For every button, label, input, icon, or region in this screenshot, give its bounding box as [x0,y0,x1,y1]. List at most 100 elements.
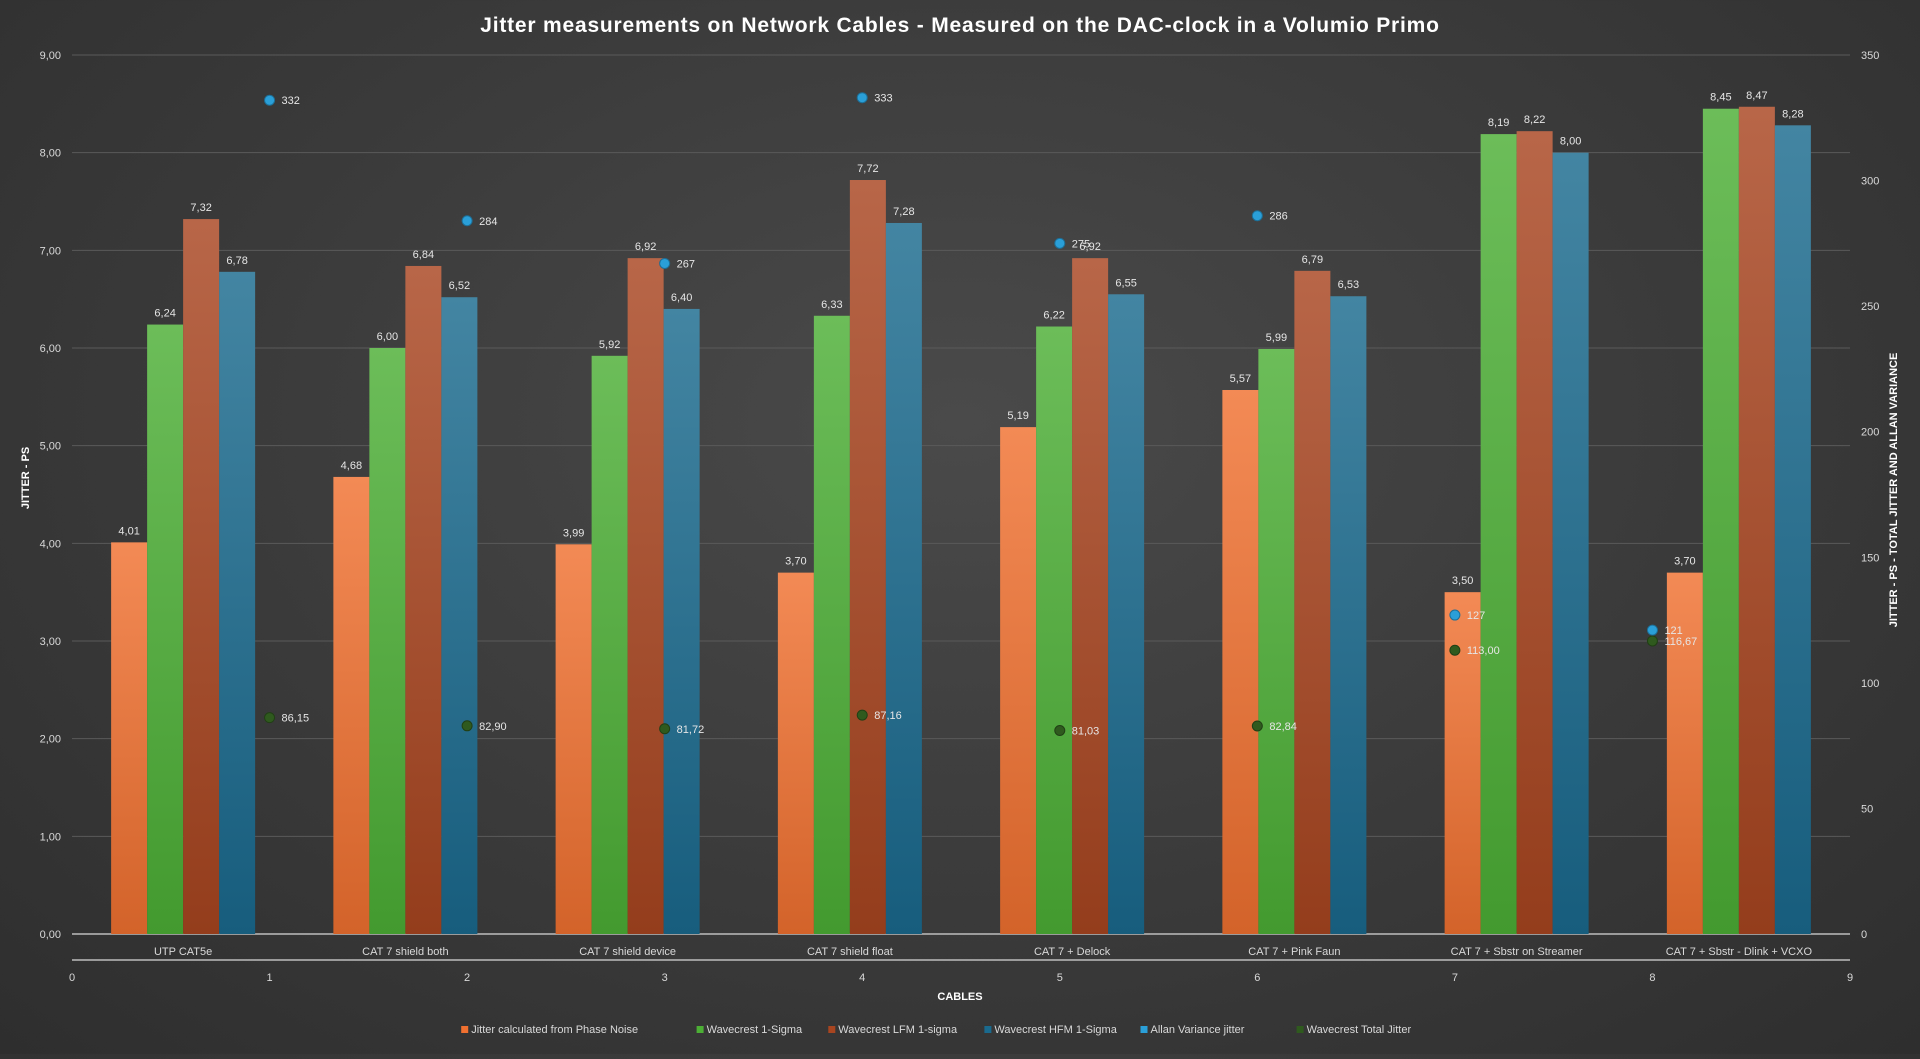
scatter-point [1646,624,1658,636]
bar-data-label: 7,28 [893,206,914,218]
bar-data-label: 5,99 [1266,332,1287,344]
scatter-point [856,92,868,104]
secondary-y-axis-label: JITTER - PS - TOTAL JITTER AND ALLAN VAR… [1888,353,1900,628]
legend-label: Jitter calculated from Phase Noise [471,1024,638,1036]
bar-data-label: 6,92 [1079,241,1100,253]
bar-data-label: 8,28 [1782,108,1803,120]
point-data-label: 81,03 [1072,725,1100,737]
bar-data-label: 6,84 [413,249,434,261]
y-tick-label: 4,00 [40,538,61,550]
bar-data-label: 6,53 [1338,279,1359,291]
bar-data-label: 3,70 [1674,556,1695,568]
scatter-point [856,709,868,721]
legend-label: Wavecrest 1-Sigma [707,1024,803,1036]
scatter-point [1251,720,1263,732]
bar-data-label: 3,50 [1452,575,1473,587]
data-labels: 4,01 4,68 3,99 3,70 5,19 5,57 3,50 3,70 6,24 6,00… [118,90,1803,738]
point-data-label: 82,90 [479,721,507,733]
legend-swatch [828,1026,836,1033]
bar-data-label: 4,68 [341,460,362,472]
point-data-label: 113,00 [1467,645,1500,657]
bar [627,258,664,934]
bar [405,265,442,935]
category-label: CAT 7 shield float [807,946,893,958]
bar-data-label: 6,55 [1115,277,1136,289]
y2-tick-label: 0 [1861,929,1867,941]
point-data-label: 86,15 [282,713,310,725]
y2-tick-label: 250 [1861,301,1879,313]
bar [1666,572,1703,934]
scatter-points [264,92,1658,736]
bar [1294,270,1331,934]
bar [1552,152,1589,934]
bar-data-label: 3,99 [563,527,584,539]
bars [111,106,1811,935]
bar-data-label: 5,19 [1007,410,1028,422]
category-label: CAT 7 + Delock [1034,946,1111,958]
y-tick-label: 9,00 [40,50,61,62]
bar [1330,296,1367,934]
bar-data-label: 7,32 [190,202,211,214]
y2-tick-label: 150 [1861,552,1879,564]
bar [1222,389,1259,934]
bar-data-label: 6,52 [449,280,470,292]
scatter-point [659,257,671,269]
bar-data-label: 6,24 [154,308,175,320]
scatter-point [461,720,473,732]
x-tick-label: 5 [1057,972,1063,984]
y2-tick-label: 200 [1861,427,1879,439]
bar [219,271,256,934]
scatter-point [659,723,671,735]
bar [1108,294,1145,934]
point-data-label: 121 [1664,625,1682,637]
y2-tick-label: 300 [1861,176,1879,188]
axes: 0,00 1,00 2,00 3,00 4,00 5,00 6,00 7,00 8,00 9,00… [40,50,1880,984]
bar [1444,592,1481,934]
y-tick-label: 8,00 [40,148,61,160]
legend-swatch [696,1026,704,1033]
y-tick-label: 0,00 [40,929,61,941]
bar-data-label: 6,79 [1302,254,1323,266]
y-tick-label: 6,00 [40,343,61,355]
y-tick-label: 3,00 [40,636,61,648]
y-tick-label: 5,00 [40,441,61,453]
bar [147,324,184,934]
category-label: CAT 7 + Sbstr on Streamer [1451,946,1583,958]
bar-data-label: 8,22 [1524,114,1545,126]
category-label: CAT 7 + Sbstr - Dlink + VCXO [1666,946,1813,958]
category-label: UTP CAT5e [154,946,212,958]
scatter-point [1646,635,1658,647]
legend-label: Wavecrest LFM 1-sigma [838,1024,958,1036]
point-data-label: 284 [479,216,497,228]
y2-tick-label: 350 [1861,50,1879,62]
bar [1516,131,1553,934]
legend-label: Allan Variance jitter [1151,1024,1245,1036]
legend-swatch [1296,1026,1304,1033]
x-axis-label: CABLES [937,991,982,1003]
y-tick-label: 1,00 [40,831,61,843]
scatter-point [1054,237,1066,249]
x-tick-label: 1 [266,972,272,984]
legend-label: Wavecrest HFM 1-Sigma [994,1024,1117,1036]
bar-data-label: 5,57 [1230,373,1251,385]
x-tick-label: 0 [69,972,75,984]
bar [111,542,148,934]
bar-data-label: 4,01 [118,525,139,537]
x-tick-label: 4 [859,972,865,984]
bar [1702,108,1739,934]
bar-data-label: 6,22 [1043,310,1064,322]
point-data-label: 87,16 [874,710,902,722]
point-data-label: 332 [282,95,300,107]
bar [1072,258,1109,934]
bar [849,180,886,935]
category-label: CAT 7 shield both [362,946,448,958]
bar-data-label: 6,40 [671,292,692,304]
x-tick-label: 8 [1649,972,1655,984]
legend-swatch [461,1026,469,1033]
bar [1036,326,1073,935]
bar [777,572,814,934]
legend-swatch [1140,1026,1148,1033]
y-tick-label: 7,00 [40,245,61,257]
category-label: CAT 7 shield device [579,946,676,958]
